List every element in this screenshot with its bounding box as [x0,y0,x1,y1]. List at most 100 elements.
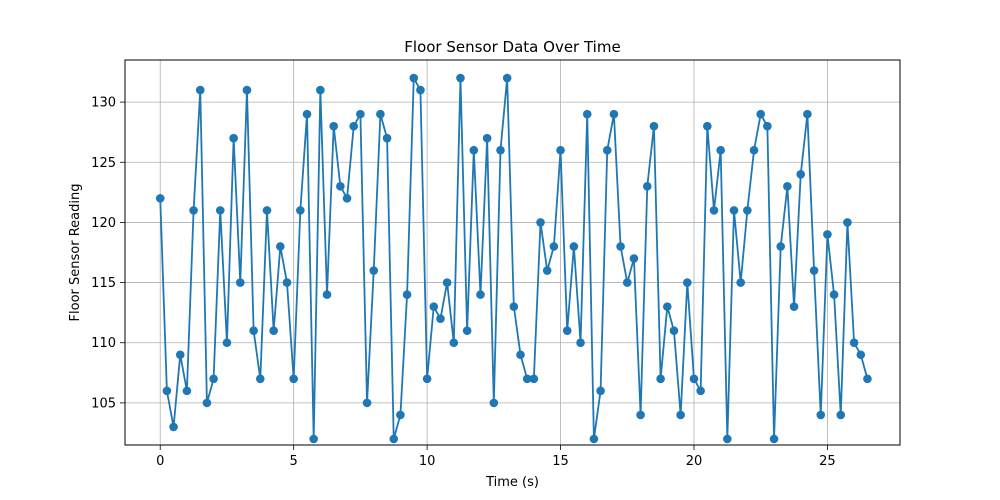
data-point [349,121,359,131]
data-point [402,290,412,299]
data-point [576,338,585,348]
x-axis-ticks: 0 5 10 15 20 25 [156,445,836,469]
data-point [215,206,225,215]
data-point [803,109,812,119]
data-point [849,338,859,348]
x-tick-label: 5 [290,454,298,469]
data-point [209,374,218,384]
y-tick-label: 105 [91,396,116,411]
data-point [456,73,465,83]
x-tick-label: 10 [419,454,436,469]
data-point [582,109,592,119]
data-point [569,242,579,251]
data-point [596,386,605,396]
data-point [482,133,492,143]
data-point [496,145,505,155]
data-point [669,326,679,336]
x-axis-label: Time (s) [485,475,539,490]
data-point [309,434,318,444]
data-point [629,254,639,263]
data-point [729,206,739,215]
data-point [329,121,338,131]
data-point [189,206,198,215]
data-point [195,85,205,95]
data-point [396,410,405,420]
data-point [823,230,832,239]
data-point [809,266,819,275]
data-point [262,206,272,215]
data-point [409,73,419,83]
data-point [469,145,479,155]
plot-frame [124,59,901,446]
data-point [476,290,485,299]
data-point [175,350,185,360]
data-point [789,302,799,311]
data-point [155,194,165,203]
series-group [155,73,872,444]
data-point [542,266,552,275]
data-point [182,386,192,396]
y-tick-label: 120 [91,216,116,231]
data-point [242,85,252,95]
data-point [836,410,846,420]
data-point [856,350,866,360]
data-point [229,133,238,143]
data-point [416,85,425,95]
y-tick-label: 125 [91,156,116,171]
data-point [703,121,712,131]
y-tick-label: 115 [91,276,116,291]
data-point [769,434,779,444]
data-point [235,278,245,287]
data-point [649,121,659,131]
x-tick-label: 0 [156,454,164,469]
data-point [716,145,725,155]
data-point [843,218,852,227]
data-point [362,398,372,408]
data-point [763,121,772,131]
data-point [369,266,379,275]
data-point [389,434,399,444]
data-point [622,278,632,287]
data-point [556,145,565,155]
chart-title: Floor Sensor Data Over Time [404,38,620,56]
data-point [662,302,672,311]
data-point [796,170,806,179]
data-point [536,218,545,227]
data-point [356,109,365,119]
data-point [616,242,625,251]
data-point [502,73,512,83]
data-point [276,242,285,251]
data-point [376,109,385,119]
data-point [442,278,452,287]
data-point [429,302,439,311]
data-point [816,410,826,420]
data-point [589,434,599,444]
data-point [642,182,652,191]
data-point [289,374,298,384]
data-point [162,386,172,396]
data-point [636,410,645,420]
data-point [282,278,292,287]
x-tick-label: 25 [819,454,836,469]
data-point [322,290,332,299]
data-point [829,290,839,299]
data-point [709,206,719,215]
data-point [683,278,692,287]
data-point [689,374,699,384]
data-point [743,206,752,215]
data-point [509,302,519,311]
data-point [336,182,345,191]
data-point [676,410,685,420]
data-point [863,374,872,384]
data-point [462,326,472,336]
data-point [342,194,352,203]
y-tick-label: 110 [91,336,116,351]
data-point [516,350,525,360]
data-point [296,206,305,215]
y-tick-label: 130 [91,96,116,111]
data-point [656,374,665,384]
data-point [736,278,745,287]
data-point [222,338,232,348]
